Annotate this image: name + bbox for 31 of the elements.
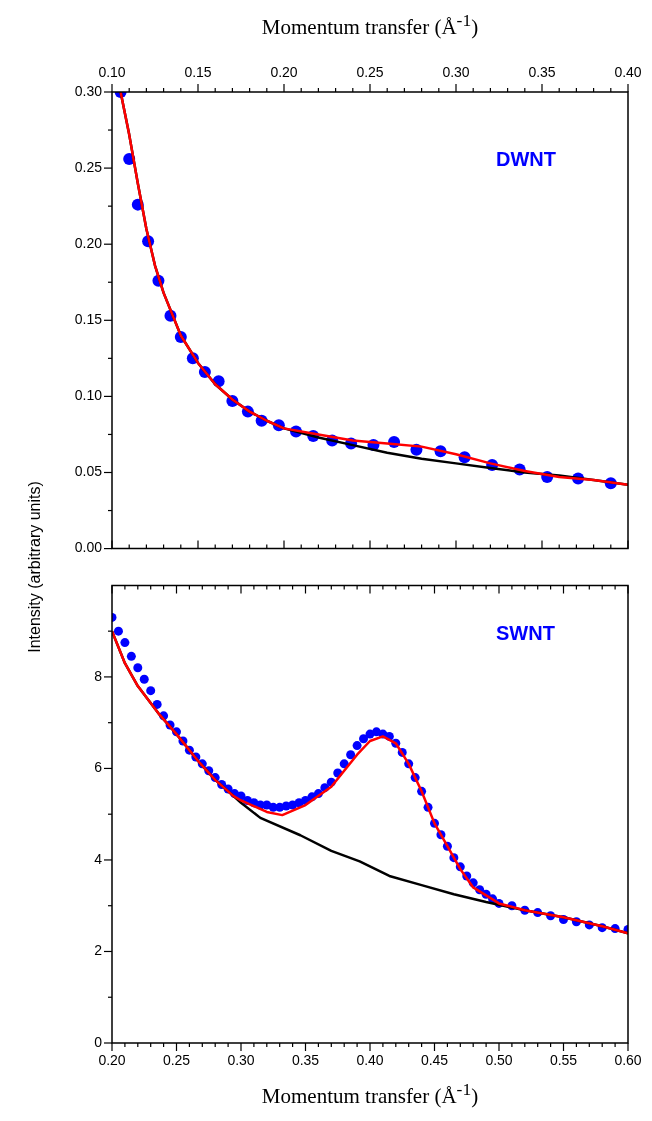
y-tick-label: 0.25 [74,158,103,175]
y-tick-label: 0.00 [74,539,103,556]
y-axis-title: Intensity (arbitrary units) [26,481,44,653]
y-tick-label: 6 [94,759,103,776]
x-axis-title: Momentum transfer (Å$^{-1}$) [260,1079,480,1109]
x-tick-label: 0.40 [614,64,642,81]
x-tick-label: 0.15 [184,64,212,81]
y-tick-label: 0.10 [74,387,103,404]
x-tick-label: 0.25 [162,1052,191,1069]
x-tick-label: 0.40 [356,1052,384,1069]
y-tick-label: 8 [94,667,103,684]
y-tick-label: 0.30 [74,82,103,99]
x-tick-label: 0.45 [420,1052,449,1069]
y-tick-label: 2 [94,942,103,959]
y-tick-label: 4 [94,850,103,867]
y-tick-label: 0.05 [74,463,103,480]
annotation: DWNT [496,148,556,171]
x-tick-label: 0.35 [528,64,556,81]
x-tick-label: 0.30 [442,64,470,81]
y-tick-label: 0.15 [74,311,103,328]
x-tick-label: 0.55 [549,1052,578,1069]
y-tick-label: 0.20 [74,235,103,252]
x-tick-label: 0.60 [614,1052,642,1069]
x-axis-title: Momentum transfer (Å$^{-1}$) [260,10,480,40]
x-tick-label: 0.50 [485,1052,513,1069]
y-tick-label: 0 [94,1033,103,1050]
x-tick-label: 0.35 [291,1052,320,1069]
x-tick-label: 0.20 [270,64,298,81]
annotation: SWNT [496,622,555,645]
x-tick-label: 0.30 [227,1052,255,1069]
x-tick-label: 0.25 [356,64,384,81]
